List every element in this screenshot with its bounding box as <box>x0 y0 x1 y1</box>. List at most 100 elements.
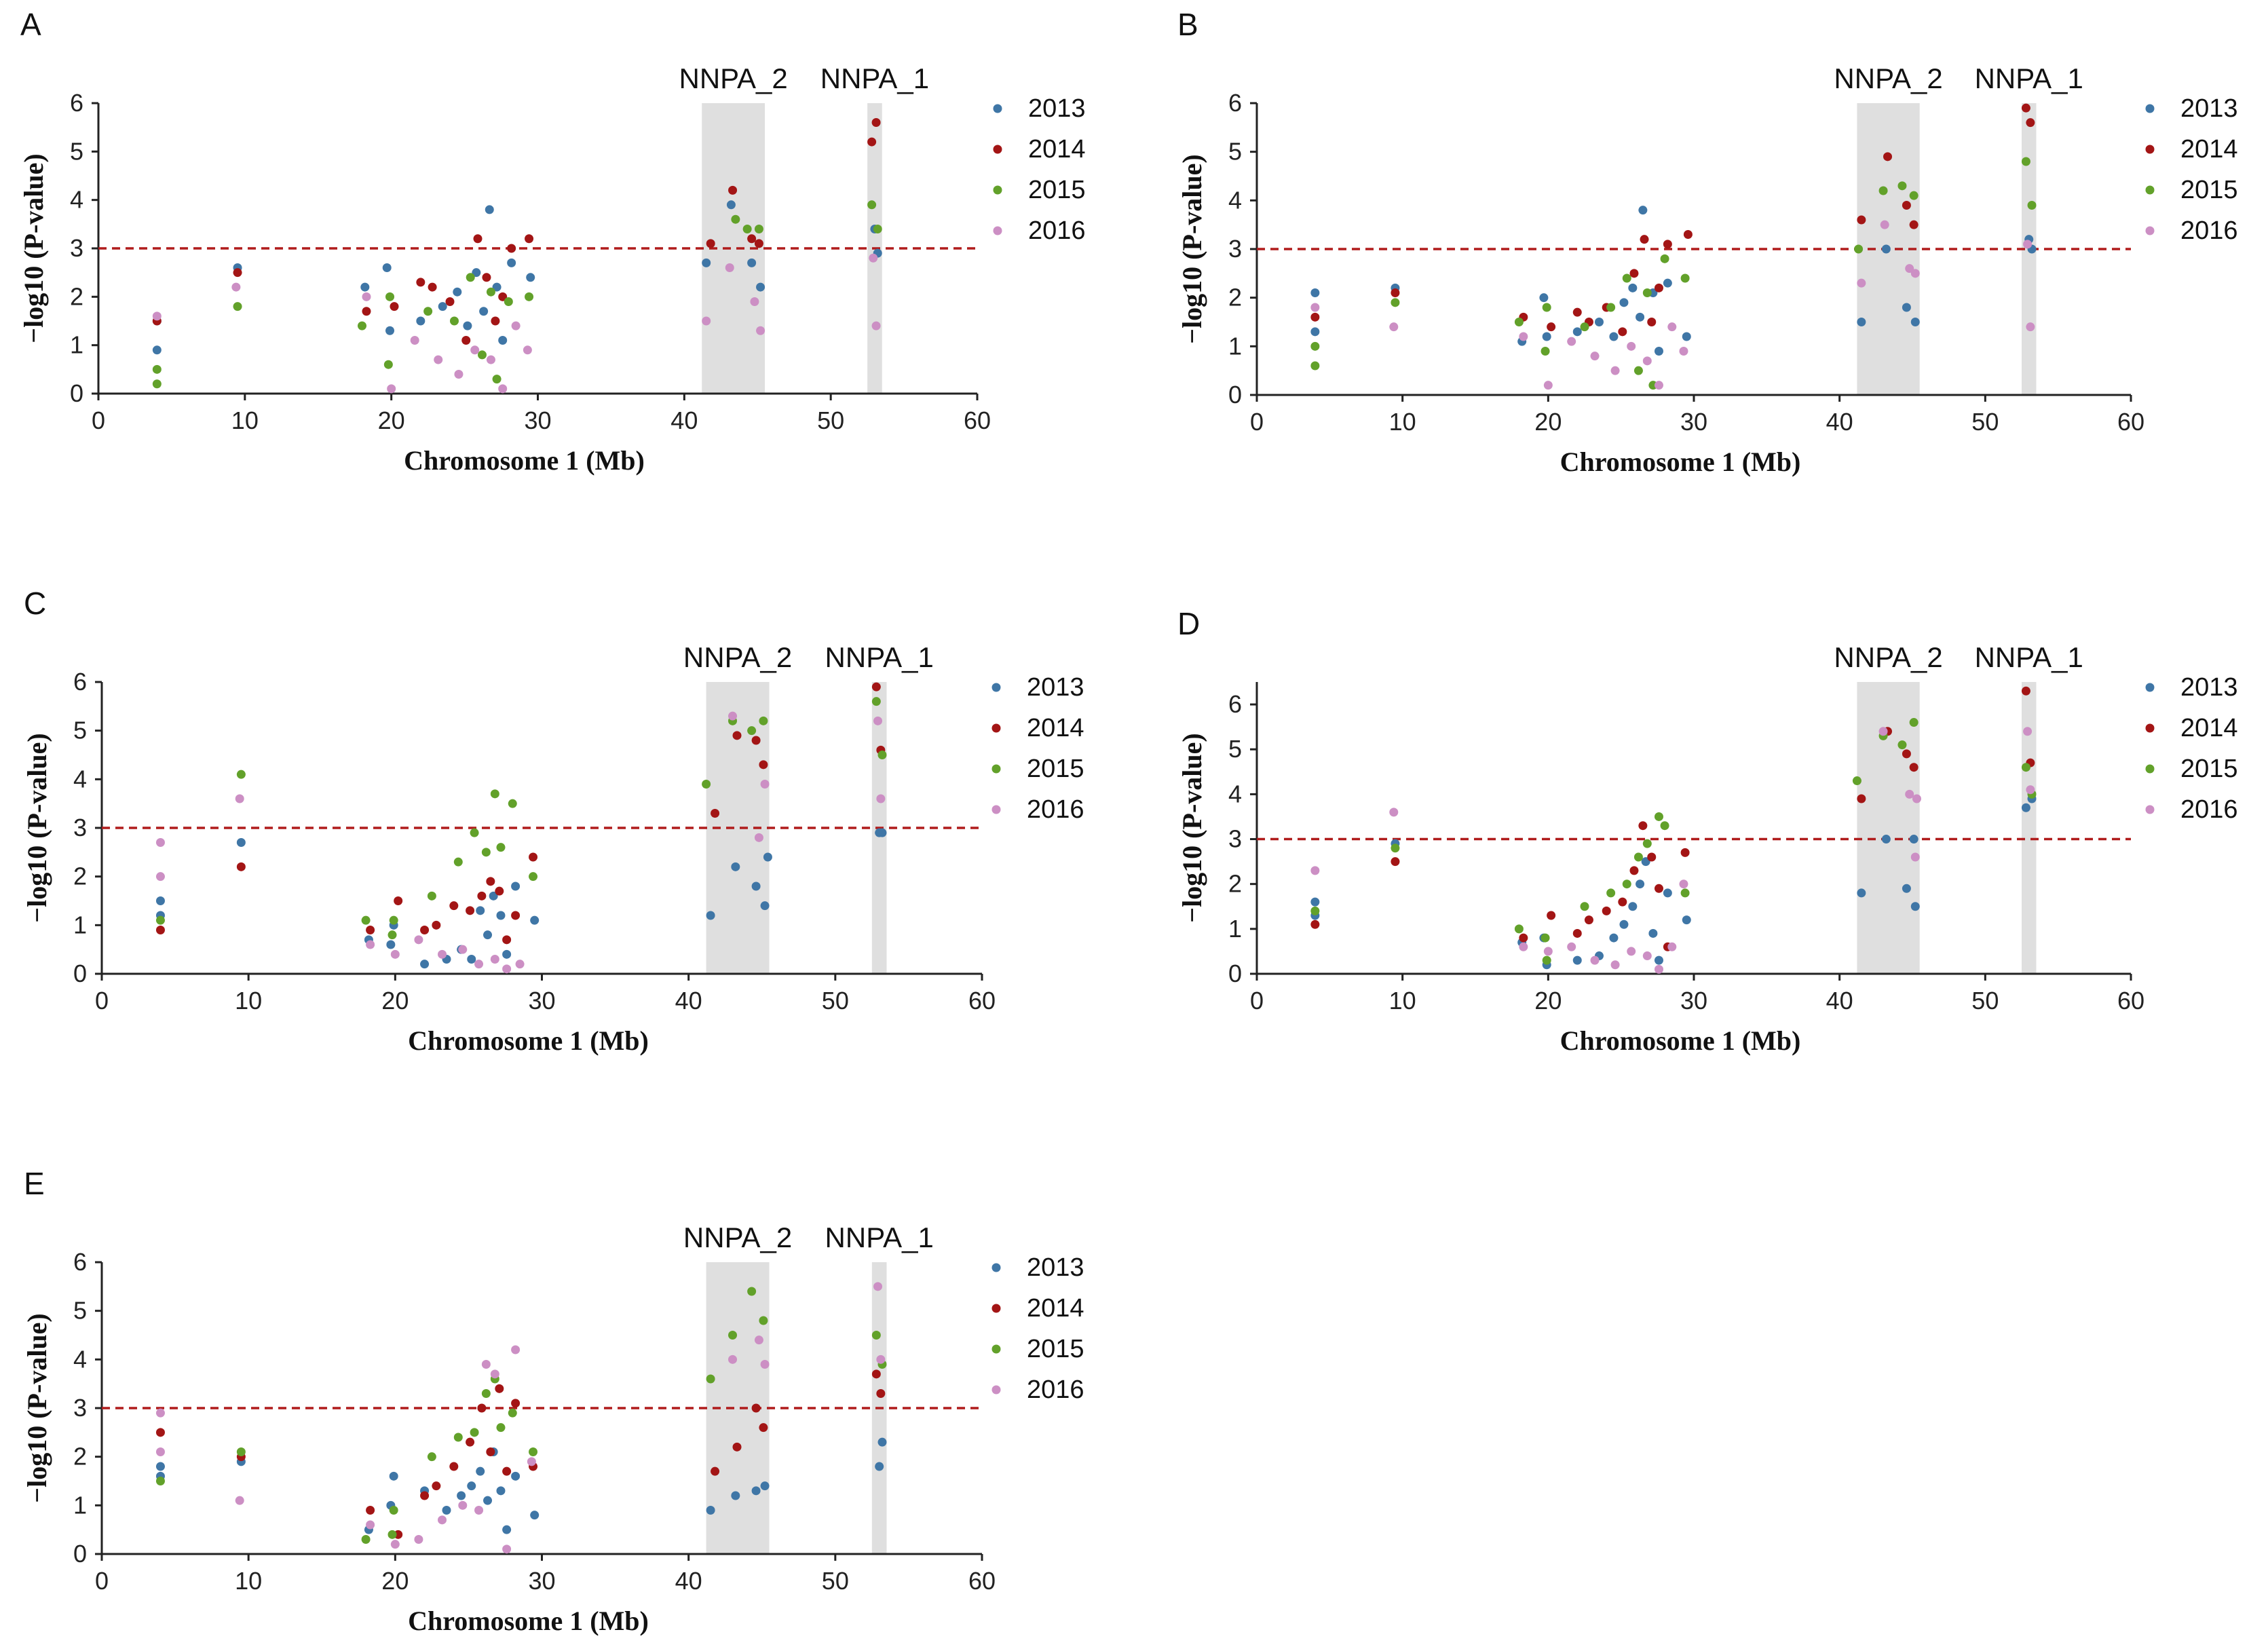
data-point <box>1905 264 1914 273</box>
data-point <box>472 268 481 278</box>
y-tick-label: 5 <box>73 1297 87 1325</box>
y-tick-label: 2 <box>73 1443 87 1471</box>
legend: 2013 2014 2015 2016 <box>2145 94 2238 245</box>
data-point <box>474 1506 484 1515</box>
data-point <box>1584 915 1593 925</box>
legend-label: 2013 <box>2180 94 2238 123</box>
legend-marker <box>2145 683 2155 692</box>
data-point <box>1667 322 1677 332</box>
data-point <box>877 1437 887 1447</box>
panel-letter: B <box>1177 7 1198 42</box>
legend-marker <box>993 226 1002 235</box>
data-point <box>466 273 475 282</box>
x-tick-label: 60 <box>968 1567 996 1595</box>
data-point <box>483 1496 493 1505</box>
data-point <box>482 273 491 282</box>
data-point <box>756 282 766 292</box>
data-point <box>1609 933 1619 943</box>
data-point <box>1572 307 1582 317</box>
data-point <box>875 1462 884 1471</box>
data-point <box>1391 857 1400 867</box>
data-point <box>428 282 437 292</box>
data-point <box>508 1408 517 1418</box>
data-point <box>873 224 882 233</box>
data-point <box>486 1447 495 1456</box>
data-point <box>1610 366 1620 375</box>
data-point <box>529 1447 538 1456</box>
x-tick-label: 0 <box>95 987 109 1015</box>
data-point <box>1310 361 1320 371</box>
data-point <box>1902 201 1911 210</box>
y-tick-label: 3 <box>1228 235 1242 263</box>
data-point <box>498 384 508 394</box>
x-tick-label: 60 <box>968 987 996 1015</box>
x-tick-label: 10 <box>1389 987 1416 1015</box>
data-point <box>763 852 772 862</box>
data-point <box>481 848 491 857</box>
data-point <box>1590 955 1600 965</box>
data-point <box>383 360 393 369</box>
data-point <box>1619 920 1629 929</box>
legend-label: 2013 <box>1027 1253 1084 1282</box>
x-tick-label: 0 <box>1250 408 1264 436</box>
data-point <box>420 926 430 934</box>
data-point <box>1310 906 1320 915</box>
data-point <box>366 926 375 934</box>
data-point <box>2027 201 2037 210</box>
data-point <box>486 287 495 297</box>
data-point <box>1310 920 1320 929</box>
data-point <box>236 838 246 847</box>
data-point <box>152 311 162 321</box>
x-tick-label: 40 <box>1826 987 1853 1015</box>
legend-marker <box>2145 226 2155 235</box>
data-point <box>235 794 244 803</box>
data-point <box>1640 235 1649 244</box>
data-point <box>751 736 761 745</box>
series-2013 <box>155 1437 887 1534</box>
x-tick-label: 50 <box>1971 408 1999 436</box>
data-point <box>871 118 881 128</box>
data-point <box>362 292 371 301</box>
data-point <box>873 1282 883 1291</box>
data-point <box>1310 327 1320 337</box>
y-tick-label: 6 <box>1228 89 1242 117</box>
data-point <box>1910 852 1920 862</box>
data-point <box>1310 866 1320 875</box>
legend-marker <box>991 805 1001 814</box>
data-point <box>233 302 242 311</box>
x-tick-label: 60 <box>2117 408 2144 436</box>
region-label: NNPA_1 <box>825 641 934 673</box>
data-point <box>877 751 887 759</box>
panel-letter: E <box>24 1166 45 1201</box>
y-tick-label: 6 <box>73 668 87 696</box>
x-tick-label: 20 <box>381 987 409 1015</box>
data-point <box>2023 727 2033 736</box>
y-tick-label: 0 <box>73 960 87 987</box>
data-point <box>1519 332 1528 341</box>
data-point <box>1389 322 1399 332</box>
data-point <box>507 258 516 267</box>
x-tick-label: 30 <box>1680 987 1707 1015</box>
data-point <box>1310 897 1320 907</box>
data-point <box>432 1481 441 1491</box>
legend-label: 2016 <box>1027 1376 1084 1404</box>
data-point <box>1905 789 1914 799</box>
data-point <box>496 843 506 852</box>
data-point <box>1633 366 1643 375</box>
data-point <box>1854 244 1864 254</box>
data-point <box>754 833 763 842</box>
data-point <box>507 244 516 253</box>
data-point <box>1909 835 1919 844</box>
data-point <box>1663 240 1672 249</box>
y-tick-label: 1 <box>1228 332 1242 360</box>
legend: 2013 2014 2015 2016 <box>2145 673 2238 824</box>
legend-marker <box>2145 764 2155 774</box>
data-point <box>759 716 768 725</box>
data-point <box>1680 888 1690 898</box>
data-point <box>1572 955 1582 965</box>
data-point <box>386 940 396 949</box>
data-point <box>486 877 495 886</box>
data-point <box>1878 186 1888 195</box>
x-tick-label: 20 <box>381 1567 409 1595</box>
data-point <box>1629 866 1639 875</box>
